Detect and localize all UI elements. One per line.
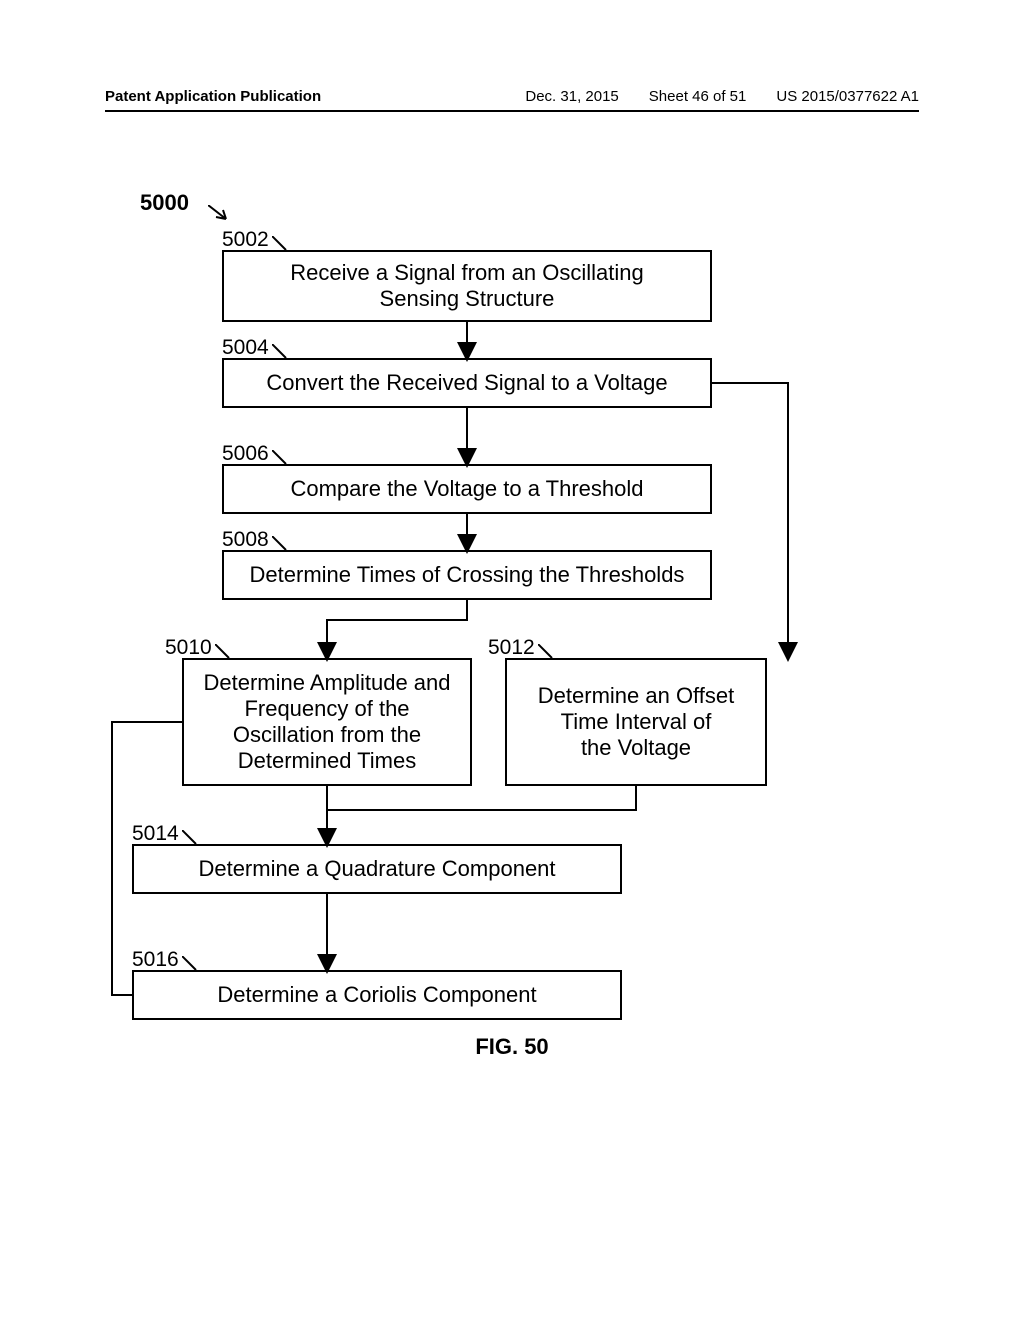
publication-number: US 2015/0377622 A1	[776, 88, 919, 105]
flowchart-container: 5000 Receive a Signal from an Oscillatin…	[0, 190, 1024, 1090]
flowchart-connectors	[0, 190, 900, 1090]
figure-caption: FIG. 50	[0, 1034, 1024, 1060]
publication-date: Dec. 31, 2015	[525, 88, 618, 105]
page-header: Patent Application Publication Dec. 31, …	[0, 88, 1024, 105]
sheet-number: Sheet 46 of 51	[649, 88, 747, 105]
header-divider	[105, 110, 919, 112]
header-right: Dec. 31, 2015 Sheet 46 of 51 US 2015/037…	[525, 88, 919, 105]
publication-type: Patent Application Publication	[105, 88, 321, 105]
